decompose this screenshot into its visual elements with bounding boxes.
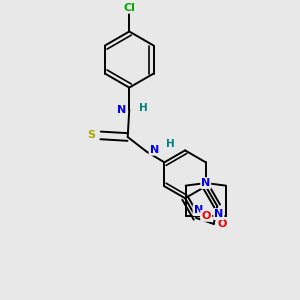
Text: N: N (214, 209, 224, 219)
Text: H: H (166, 139, 175, 149)
Text: Cl: Cl (123, 3, 135, 13)
Text: S: S (88, 130, 96, 140)
Text: O: O (201, 211, 211, 221)
Text: N: N (201, 178, 210, 188)
Text: N: N (149, 145, 159, 155)
Text: H: H (139, 103, 148, 113)
Text: O: O (218, 219, 227, 229)
Text: N: N (117, 105, 126, 115)
Text: N: N (194, 205, 203, 215)
